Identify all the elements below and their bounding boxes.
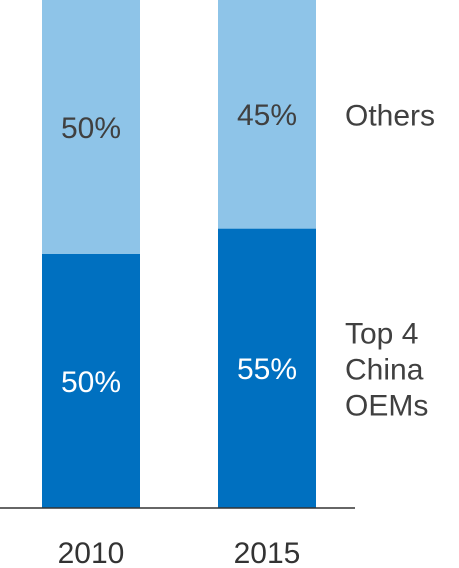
data-label-2010-top4: 50% <box>61 366 121 399</box>
x-tick-labels-group: 2010 2015 <box>58 537 301 568</box>
bar-segment-2015-others <box>218 0 316 229</box>
data-label-2010-others: 50% <box>61 112 121 145</box>
legend-label-others: Others <box>345 99 435 132</box>
legend-label-top4-china-oems: Top 4 China OEMs <box>345 317 428 422</box>
x-tick-label-2015: 2015 <box>234 537 301 568</box>
bar-segment-2015-top4 <box>218 228 316 508</box>
bar-segment-2010-top4 <box>42 254 140 508</box>
legend-labels-group: Top 4 China OEMs Others <box>345 99 435 422</box>
bar-segment-2010-others <box>42 0 140 254</box>
bars-group <box>42 0 316 508</box>
segment-labels-group: 50% 50% 55% 45% <box>61 99 297 399</box>
x-tick-label-2010: 2010 <box>58 537 125 568</box>
data-label-2015-others: 45% <box>237 99 297 132</box>
data-label-2015-top4: 55% <box>237 353 297 386</box>
